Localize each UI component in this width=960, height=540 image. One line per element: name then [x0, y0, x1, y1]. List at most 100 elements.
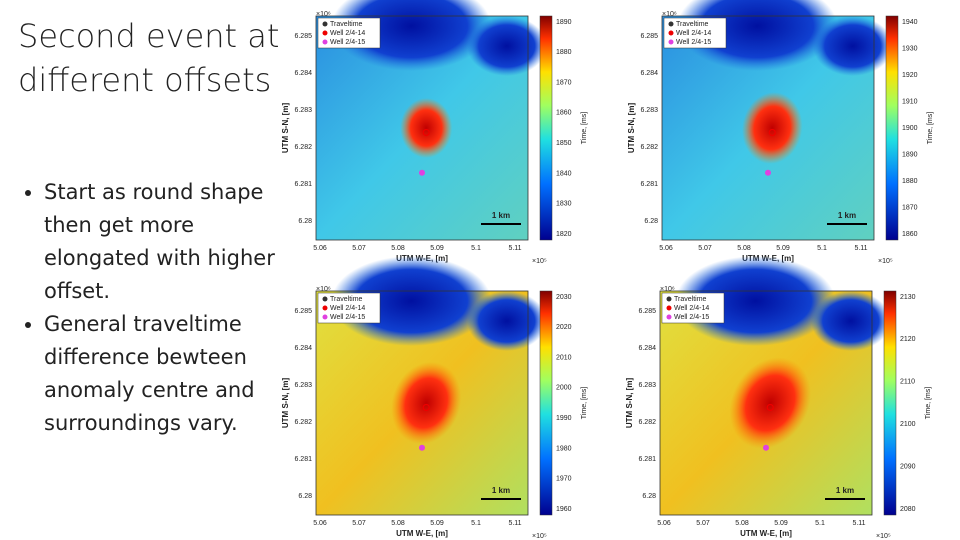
x-tick-label: 5.08 — [391, 245, 405, 252]
cold-area — [466, 16, 547, 76]
colorbar-tick-label: 1920 — [902, 72, 918, 79]
x-tick-label: 5.06 — [657, 520, 671, 527]
x-tick-label: 5.1 — [471, 245, 481, 252]
cold-area — [331, 256, 492, 346]
cold-area — [810, 291, 891, 351]
x-tick-label: 5.09 — [774, 520, 788, 527]
legend-marker — [322, 21, 328, 27]
colorbar-tick-label: 1890 — [902, 151, 918, 158]
colorbar-tick-label: 1860 — [902, 231, 918, 238]
well-marker — [422, 128, 430, 137]
legend-box — [317, 292, 381, 324]
legend-marker — [668, 30, 674, 36]
colorbar — [539, 290, 553, 516]
y-axis-label: UTM S-N, [m] — [625, 378, 634, 429]
well-marker — [422, 403, 430, 412]
y-tick-label: 6.281 — [638, 456, 656, 463]
colorbar-tick-label: 1830 — [556, 201, 572, 208]
x-tick-label: 5.08 — [391, 520, 405, 527]
colorbar-tick-label: 2080 — [900, 506, 916, 513]
x-tick-label: 5.09 — [430, 520, 444, 527]
colorbar-label: Time, [ms] — [581, 112, 588, 144]
y-tick-label: 6.282 — [638, 419, 656, 426]
colorbar-tick-label: 2100 — [900, 421, 916, 428]
x-tick-label: 5.07 — [696, 520, 710, 527]
colorbar — [539, 15, 553, 241]
x-tick-label: 5.09 — [430, 245, 444, 252]
well-marker — [419, 169, 425, 176]
x-tick-label: 5.08 — [737, 245, 751, 252]
y-tick-label: 6.281 — [294, 456, 312, 463]
colorbar-tick-label: 1870 — [902, 204, 918, 211]
cold-area — [466, 291, 547, 351]
well-marker — [766, 403, 774, 412]
y-tick-label: 6.283 — [294, 382, 312, 389]
y-tick-label: 6.285 — [640, 33, 658, 40]
y-tick-label: 6.283 — [638, 382, 656, 389]
legend-marker — [322, 305, 328, 311]
y-tick-label: 6.285 — [638, 308, 656, 315]
y-tick-label: 6.28 — [644, 218, 658, 225]
anomaly — [742, 92, 803, 164]
y-tick-label: 6.28 — [298, 493, 312, 500]
legend-box — [661, 292, 725, 324]
anomaly — [400, 98, 453, 158]
well-marker — [768, 128, 776, 137]
y-axis-label: UTM S-N, [m] — [627, 103, 636, 154]
x-tick-label: 5.11 — [852, 520, 865, 527]
legend-marker — [666, 296, 672, 302]
scale-label: 1 km — [838, 211, 856, 220]
colorbar-tick-label: 2130 — [900, 294, 916, 301]
scale-label: 1 km — [492, 211, 510, 220]
anomaly — [729, 357, 811, 449]
colorbar-tick-label: 1930 — [902, 45, 918, 52]
y-axis-label: UTM S-N, [m] — [281, 103, 290, 154]
colorbar-label: Time, [ms] — [581, 387, 588, 419]
y-exponent: ×10⁶ — [316, 286, 331, 293]
colorbar-tick-label: 1840 — [556, 170, 572, 177]
map-frame — [659, 290, 873, 516]
x-tick-label: 5.11 — [508, 520, 521, 527]
x-axis-label: UTM W-E, [m] — [396, 529, 448, 538]
colorbar-tick-label: 1940 — [902, 19, 918, 26]
y-tick-label: 6.285 — [294, 33, 312, 40]
x-tick-label: 5.1 — [817, 245, 827, 252]
colorbar — [885, 15, 899, 241]
bullet: General traveltime difference bewteen an… — [44, 308, 294, 440]
colorbar-tick-label: 2000 — [556, 385, 572, 392]
x-exponent: ×10⁵ — [878, 258, 893, 265]
legend-box — [317, 17, 381, 49]
anomaly — [391, 361, 462, 445]
legend-label: Well 2/4-15 — [676, 39, 711, 46]
x-tick-label: 5.07 — [698, 245, 712, 252]
slide-title: Second event at different offsets — [18, 14, 279, 102]
legend-marker — [668, 39, 674, 45]
x-tick-label: 5.1 — [471, 520, 481, 527]
y-axis-label: UTM S-N, [m] — [281, 378, 290, 429]
x-tick-label: 5.06 — [313, 245, 327, 252]
x-tick-label: 5.11 — [508, 245, 521, 252]
legend-marker — [668, 21, 674, 27]
y-tick-label: 6.284 — [294, 345, 312, 352]
title-line: different offsets — [18, 61, 272, 99]
legend-label: Well 2/4-14 — [676, 30, 711, 37]
legend-label: Traveltime — [330, 21, 363, 28]
y-tick-label: 6.281 — [640, 181, 658, 188]
bullet-list: Start as round shape then get more elong… — [14, 176, 294, 440]
colorbar-tick-label: 2030 — [556, 294, 572, 301]
colorbar-tick-label: 1890 — [556, 19, 572, 26]
colorbar-label: Time, [ms] — [927, 112, 934, 144]
cold-area — [812, 16, 893, 76]
map-frame — [315, 290, 529, 516]
colorbar-tick-label: 1980 — [556, 445, 572, 452]
legend-label: Traveltime — [676, 21, 709, 28]
y-tick-label: 6.283 — [640, 107, 658, 114]
x-exponent: ×10⁵ — [532, 533, 547, 540]
well-marker — [419, 444, 425, 451]
x-tick-label: 5.06 — [313, 520, 327, 527]
well-marker — [763, 444, 769, 451]
